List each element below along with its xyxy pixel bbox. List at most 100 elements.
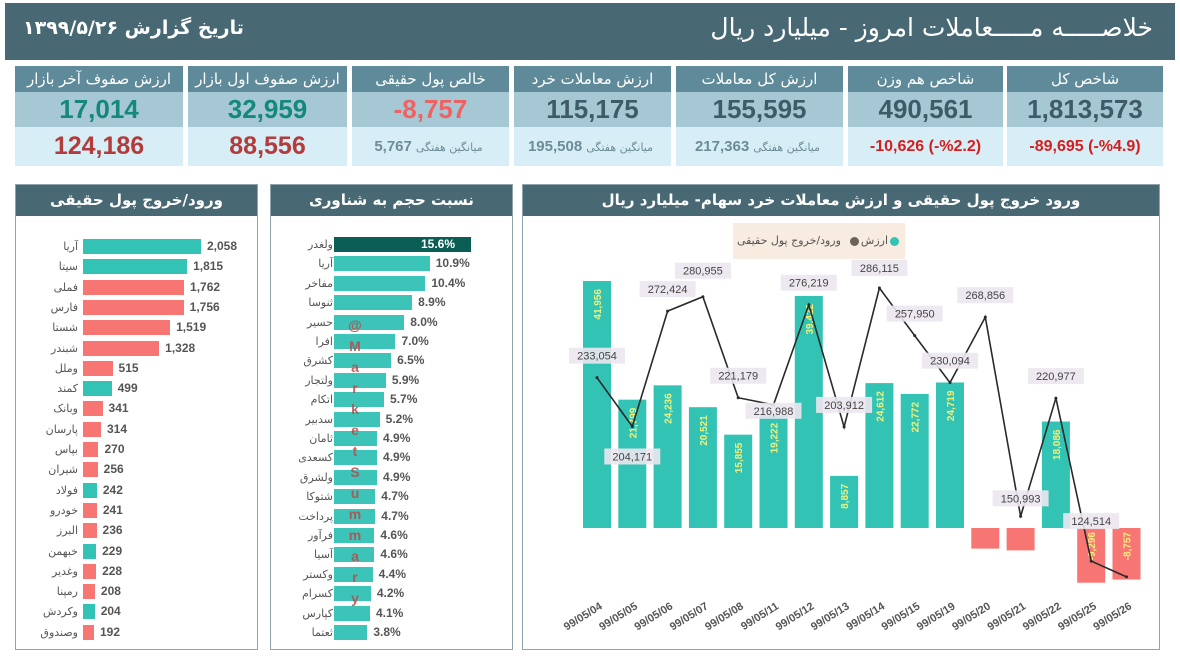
watermark-char: k	[351, 401, 359, 417]
bar-mark	[900, 393, 929, 528]
line-label-bg	[922, 352, 978, 369]
kpi-card: ارزش صفوف آخر بازار 17,014 124,186	[15, 66, 183, 166]
value-label: 6.5%	[397, 353, 425, 368]
kpi-sub-value: 88,556	[229, 132, 306, 160]
symbol-name: ثنوسا	[308, 296, 333, 310]
bar	[334, 625, 368, 640]
bar	[83, 320, 171, 336]
list-item: فارس 1,756	[16, 299, 257, 316]
value-label: 4.6%	[380, 547, 408, 562]
list-item: ثامان 4.9%	[271, 430, 512, 447]
list-item: کشرق 6.5%	[271, 352, 512, 369]
line-point	[983, 315, 987, 319]
kpi-sub-label: میانگین هفتگی	[586, 141, 654, 154]
bar-value-label: -9,296	[1087, 532, 1098, 561]
bar-value-label: 22,772	[911, 402, 922, 433]
bar-value-label: 41,956	[593, 289, 604, 320]
bar	[334, 334, 396, 349]
symbol-name: آریا	[63, 240, 78, 253]
line-value-label: 124,514	[1071, 516, 1111, 528]
list-item: خبهمن 229	[16, 543, 257, 560]
line-label-bg	[604, 448, 661, 465]
bar	[334, 237, 471, 252]
watermark-char: M	[349, 338, 361, 354]
bar	[83, 584, 95, 600]
line-label-bg	[710, 367, 767, 384]
float-ratio-title: نسبت حجم به شناوری	[271, 185, 512, 216]
symbol-name: افرا	[315, 335, 333, 348]
x-tick-label: 99/05/26	[1091, 600, 1134, 633]
symbol-name: ثامان	[309, 432, 333, 445]
value-label: 341	[108, 401, 129, 416]
list-item: شبندر 1,328	[16, 340, 257, 357]
value-label: 499	[117, 381, 138, 396]
bar-value-label: -8,757	[1123, 532, 1134, 561]
symbol-name: وغدیر	[52, 564, 78, 578]
value-label: 242	[102, 482, 123, 497]
x-tick-label: 99/05/19	[915, 600, 958, 633]
value-label: 10.4%	[431, 275, 466, 290]
kpi-card: شاخص هم وزن 490,561 -10,626 (-%2.2)	[848, 66, 1003, 166]
float-ratio-panel: نسبت حجم به شناوری ولغدر 15.6% آریا 10.9%…	[270, 184, 513, 650]
watermark-char: a	[351, 359, 359, 375]
list-item: وبانک 341	[16, 400, 257, 417]
symbol-name: ولغدر	[307, 238, 333, 251]
value-label: 236	[102, 523, 123, 538]
line-point	[1125, 575, 1128, 579]
kpi-value: 17,014	[15, 92, 183, 127]
list-item: آریا 2,058	[16, 238, 257, 255]
kpi-value: 1,813,573	[1007, 92, 1163, 127]
line-point	[630, 424, 634, 428]
kpi-card: خالص پول حقیقی -8,757 میانگین هفتگی5,767	[352, 66, 509, 166]
list-item: اتکام 5.7%	[271, 391, 512, 408]
bar	[83, 340, 160, 356]
value-label: 3.8%	[373, 625, 401, 639]
money-flow-title: ورود/خروج پول حقیقی	[16, 185, 257, 216]
bar	[83, 401, 103, 417]
kpi-value: 155,595	[676, 92, 843, 127]
list-item: البرز 236	[16, 522, 257, 539]
symbol-name: کپارس	[302, 606, 333, 620]
symbol-name: اتکام	[310, 393, 333, 407]
value-label: 4.9%	[383, 450, 411, 465]
header-bar: خلاصـــــه مـــــعاملات امروز - میلیارد …	[5, 3, 1175, 60]
bar	[83, 442, 99, 457]
x-tick-label: 99/05/04	[562, 600, 605, 633]
line-value-label: 230,094	[930, 356, 970, 368]
symbol-name: پرداخت	[298, 509, 333, 523]
watermark-char: u	[350, 485, 360, 501]
symbol-name: کسعدی	[298, 451, 333, 465]
bar	[83, 239, 201, 254]
bar-mark	[583, 281, 611, 528]
value-label: 8.0%	[410, 314, 438, 329]
bar	[334, 411, 380, 427]
kpi-sub-value: 5,767	[374, 138, 412, 155]
bar-value-label: 15,855	[734, 442, 745, 473]
value-label: 208	[100, 584, 121, 599]
symbol-name: آسیا	[314, 548, 333, 562]
list-item: وکردش 204	[16, 603, 257, 620]
symbol-name: وکستر	[303, 567, 333, 581]
watermark-char: y	[351, 590, 359, 606]
x-tick-label: 99/05/21	[986, 600, 1029, 633]
symbol-name: پارسان	[45, 422, 78, 436]
bar-value-label: 18,086	[1052, 429, 1063, 460]
value-label: 15.6%	[421, 237, 456, 251]
legend-bars-label: ورود/خروج پول حقیقی	[736, 234, 841, 247]
bar	[83, 360, 113, 376]
list-item: پرداخت 4.7%	[271, 508, 512, 525]
line-point	[736, 396, 740, 400]
kpi-sub-label: میانگین هفتگی	[753, 141, 821, 154]
x-tick-label: 99/05/15	[880, 600, 923, 633]
bar	[83, 381, 112, 397]
bar	[334, 528, 375, 543]
value-label: 270	[104, 442, 125, 456]
line-label-bg	[1027, 368, 1084, 385]
bar	[334, 508, 376, 524]
line-point	[877, 286, 881, 290]
line-value-label: 272,424	[648, 284, 688, 296]
value-label: 5.2%	[385, 411, 414, 426]
kpi-value: 32,959	[188, 92, 347, 127]
legend-bars-dot-icon	[890, 236, 900, 246]
value-label: 4.7%	[381, 508, 409, 523]
